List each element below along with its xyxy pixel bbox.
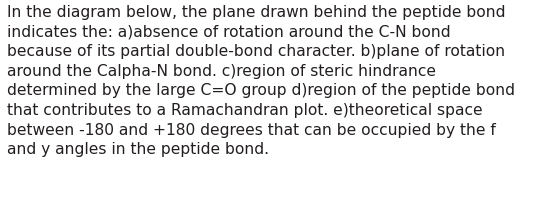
Text: In the diagram below, the plane drawn behind the peptide bond
indicates the: a)a: In the diagram below, the plane drawn be… — [7, 5, 515, 157]
